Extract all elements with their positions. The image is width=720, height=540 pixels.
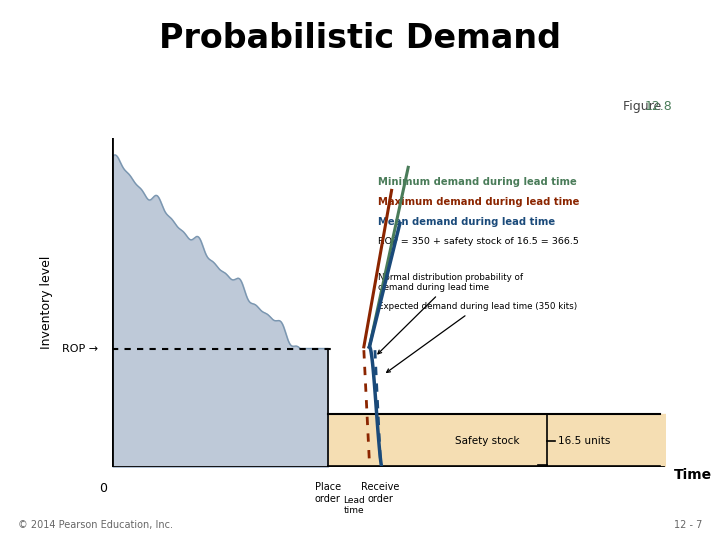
Text: Receive
order: Receive order <box>361 482 400 503</box>
Text: © 2014 Pearson Education, Inc.: © 2014 Pearson Education, Inc. <box>18 520 173 530</box>
Text: ROP →: ROP → <box>62 343 98 354</box>
Text: Probabilistic Demand: Probabilistic Demand <box>159 22 561 55</box>
Text: 16.5 units: 16.5 units <box>558 436 611 446</box>
Text: Normal distribution probability of
demand during lead time: Normal distribution probability of deman… <box>378 273 523 354</box>
Text: Time: Time <box>675 468 713 482</box>
Text: Minimum demand during lead time: Minimum demand during lead time <box>378 177 577 187</box>
Text: Inventory level: Inventory level <box>40 256 53 349</box>
Text: Mean demand during lead time: Mean demand during lead time <box>378 217 555 227</box>
Text: 12 - 7: 12 - 7 <box>674 520 702 530</box>
Text: Maximum demand during lead time: Maximum demand during lead time <box>378 197 579 207</box>
Text: Expected demand during lead time (350 kits): Expected demand during lead time (350 ki… <box>378 302 577 373</box>
Text: 12.8: 12.8 <box>644 100 672 113</box>
Text: Place
order: Place order <box>315 482 341 503</box>
Text: 0: 0 <box>99 482 107 495</box>
Text: ROP = 350 + safety stock of 16.5 = 366.5: ROP = 350 + safety stock of 16.5 = 366.5 <box>378 237 579 246</box>
Text: Safety stock: Safety stock <box>455 436 520 446</box>
Text: Lead
time: Lead time <box>343 496 365 516</box>
Bar <box>328 414 666 467</box>
Text: Figure: Figure <box>623 100 665 113</box>
